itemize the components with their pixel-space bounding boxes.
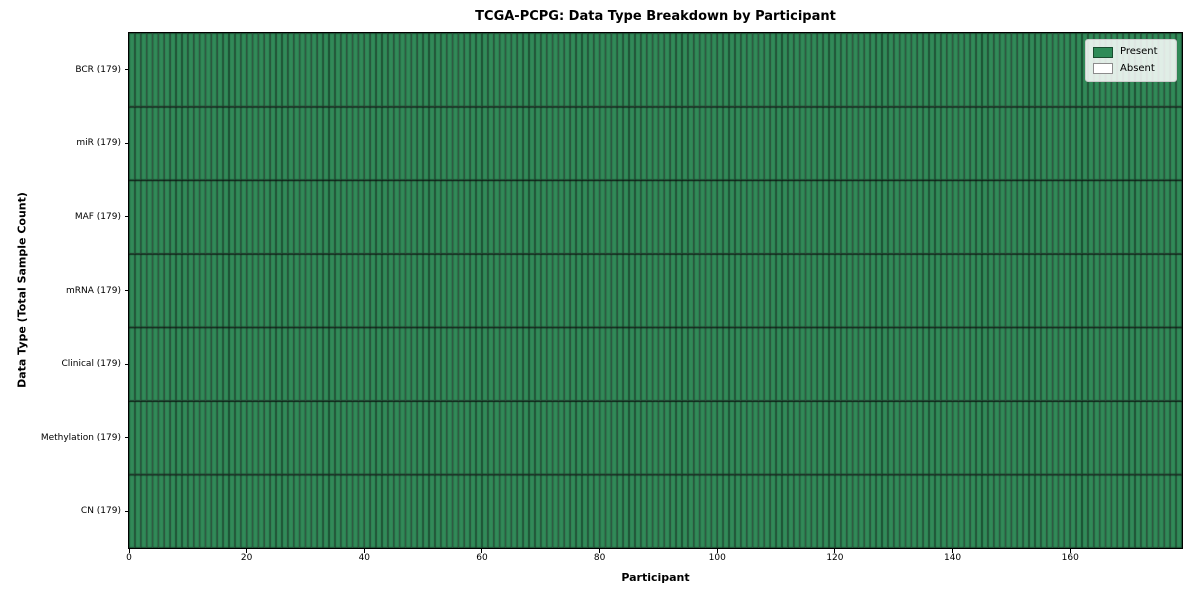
legend-label-present: Present [1120,46,1158,58]
y-tick-mark [125,216,129,218]
x-tick-label: 120 [826,553,844,563]
x-axis-label: Participant [621,571,690,584]
x-tick-label: 40 [358,553,371,563]
y-tick-label: Clinical (179) [61,359,121,370]
y-tick-mark [125,510,129,512]
y-tick-label: MAF (179) [74,211,121,222]
x-tick-mark [599,549,601,553]
x-tick-label: 20 [240,553,253,563]
x-tick-mark [128,549,130,553]
y-tick-mark [125,363,129,365]
legend-swatch-present-icon [1093,46,1113,58]
legend-item-present: Present [1093,46,1169,58]
x-tick-label: 60 [476,553,488,563]
legend: Present Absent [1085,39,1177,82]
x-tick-mark [246,549,248,553]
x-tick-label: 80 [593,553,606,563]
x-tick-mark [716,549,718,553]
chart-title: TCGA-PCPG: Data Type Breakdown by Partic… [475,9,836,24]
x-tick-label: 0 [126,553,132,563]
y-tick-label: CN (179) [80,506,121,517]
heatmap-canvas [129,33,1182,548]
x-tick-label: 140 [943,553,962,563]
x-tick-mark [1069,549,1071,553]
y-tick-mark [125,290,129,291]
x-tick-label: 100 [708,553,726,563]
y-tick-mark [125,69,129,71]
x-tick-mark [363,549,365,553]
y-tick-label: BCR (179) [75,64,121,75]
y-tick-mark [125,142,129,144]
x-tick-mark [952,549,954,553]
legend-item-absent: Absent [1093,62,1169,75]
x-tick-mark [481,549,483,553]
y-tick-label: Methylation (179) [40,432,121,443]
y-tick-mark [125,437,129,439]
x-tick-label: 160 [1061,553,1079,563]
legend-swatch-absent-icon [1093,63,1113,75]
legend-label-absent: Absent [1120,62,1155,74]
y-tick-label: miR (179) [76,138,121,149]
x-tick-mark [834,549,836,553]
y-tick-label: mRNA (179) [66,285,121,296]
